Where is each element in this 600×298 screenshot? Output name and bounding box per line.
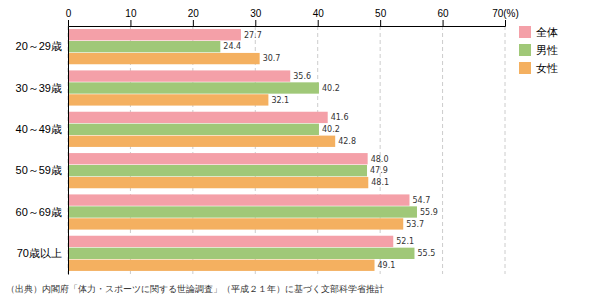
tick-label: 20 (188, 8, 200, 19)
data-label: 41.6 (331, 113, 349, 122)
footnote: （出典）内閣府「体力・スポーツに関する世論調査」（平成２１年）に基づく文部科学省… (6, 284, 384, 294)
legend-item: 全体 (519, 26, 558, 39)
bar (68, 124, 319, 135)
tick-mark (380, 20, 381, 26)
data-labels: 27.7 35.6 41.6 48.0 54.7 52.1 24.4 40.2 40.2 47.9… (223, 31, 437, 271)
data-label: 52.1 (396, 237, 414, 246)
tick-mark (255, 20, 256, 26)
tick: 20～29歳 (16, 40, 62, 52)
tick-mark (505, 20, 506, 26)
tick-label: 40～49歳 (16, 123, 62, 135)
data-label: 54.7 (412, 196, 430, 205)
data-label: 40.2 (322, 125, 340, 134)
y-axis: 20～29歳 30～39歳 40～49歳 50～59歳 60～69歳 70歳以上 (16, 27, 69, 275)
data-label: 40.2 (322, 84, 340, 93)
tick-mark (130, 20, 131, 26)
bar (68, 218, 403, 229)
grid-line (505, 26, 506, 274)
data-label: 27.7 (244, 31, 262, 40)
legend-swatch (519, 44, 531, 56)
legend: 全体男性女性 (519, 26, 558, 75)
data-label: 55.5 (417, 249, 435, 258)
data-label: 42.8 (338, 137, 356, 146)
grid-line (68, 26, 69, 274)
bar (68, 153, 368, 164)
tick: 50～59歳 (16, 164, 62, 176)
tick: 20 (188, 8, 200, 26)
bar (68, 194, 409, 205)
bar (68, 70, 290, 81)
tick: 70(%) (492, 8, 519, 26)
chart: 27.7 35.6 41.6 48.0 54.7 52.1 24.4 40.2 40.2 47.9… (0, 0, 600, 298)
data-label: 47.9 (370, 166, 388, 175)
tick-label: 50～59歳 (16, 164, 62, 176)
data-label: 35.6 (293, 72, 311, 81)
tick-mark (193, 20, 194, 26)
tick-label: 70(%) (492, 8, 519, 19)
data-label: 55.9 (420, 208, 438, 217)
bar (68, 206, 417, 217)
data-label: 24.4 (223, 42, 241, 51)
tick: 60 (438, 8, 450, 26)
bar (68, 41, 220, 52)
tick-label: 70歳以上 (17, 247, 62, 259)
bar (68, 260, 375, 271)
tick-mark (443, 20, 444, 26)
tick-label: 40 (313, 8, 325, 19)
tick-label: 30 (250, 8, 262, 19)
tick: 70歳以上 (17, 247, 62, 259)
data-label: 49.1 (378, 261, 396, 270)
bar (68, 165, 367, 176)
bar (68, 236, 393, 247)
tick-label: 0 (66, 8, 72, 19)
bar (68, 112, 328, 123)
legend-label: 女性 (536, 62, 558, 75)
bar (68, 94, 268, 105)
tick: 10 (125, 8, 137, 26)
data-label: 53.7 (406, 220, 424, 229)
bar (68, 136, 335, 147)
tick-label: 50 (375, 8, 387, 19)
tick: 40 (313, 8, 325, 26)
tick-label: 10 (125, 8, 137, 19)
tick-mark (318, 20, 319, 26)
tick-label: 60～69歳 (16, 206, 62, 218)
tick-label: 20～29歳 (16, 40, 62, 52)
bar (68, 82, 319, 93)
data-label: 30.7 (263, 54, 281, 63)
tick: 0 (66, 8, 72, 26)
tick-label: 30～39歳 (16, 82, 62, 94)
legend-label: 全体 (536, 26, 558, 39)
tick: 30 (250, 8, 262, 26)
tick: 50 (375, 8, 387, 26)
tick: 40～49歳 (16, 123, 62, 135)
legend-item: 男性 (519, 44, 558, 57)
tick: 30～39歳 (16, 82, 62, 94)
legend-item: 女性 (519, 62, 558, 75)
tick-label: 60 (438, 8, 450, 19)
data-label: 48.0 (371, 155, 389, 164)
bar (68, 53, 260, 64)
tick-mark (68, 20, 69, 26)
bars (68, 29, 417, 271)
data-label: 48.1 (371, 178, 389, 187)
data-label: 32.1 (271, 96, 289, 105)
axis-line (69, 20, 506, 27)
grid-line (442, 26, 443, 274)
grid (68, 26, 505, 274)
tick: 60～69歳 (16, 206, 62, 218)
x-axis: 0 10 20 30 40 50 60 70(%) (66, 8, 519, 27)
bar (68, 248, 414, 259)
legend-label: 男性 (536, 44, 558, 57)
bar (68, 29, 241, 40)
bar (68, 177, 368, 188)
plot: 27.7 35.6 41.6 48.0 54.7 52.1 24.4 40.2 40.2 47.9… (16, 8, 519, 275)
axis-line (68, 27, 69, 275)
legend-swatch (519, 62, 531, 74)
legend-swatch (519, 26, 531, 38)
